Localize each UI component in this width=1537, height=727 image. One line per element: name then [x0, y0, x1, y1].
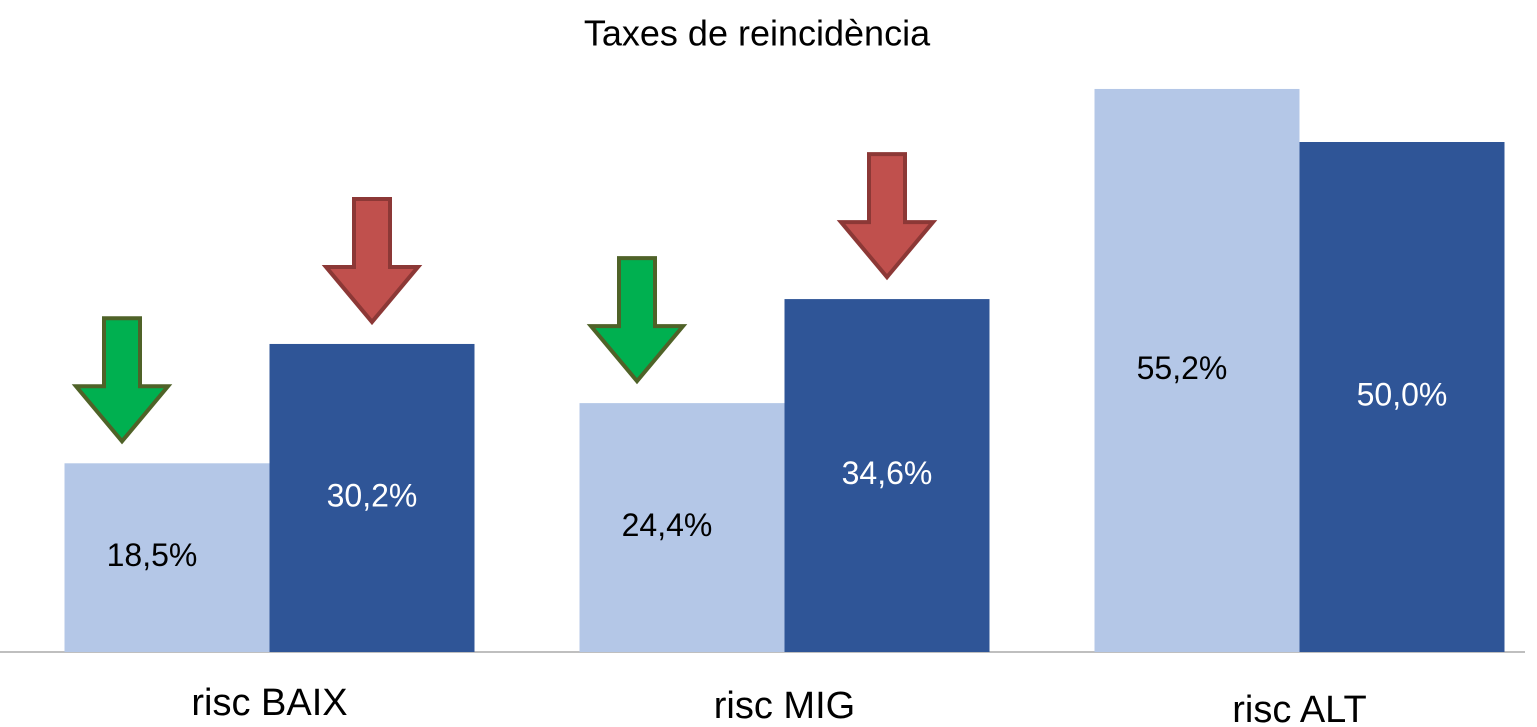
bar [784, 299, 990, 652]
x-tick-label: risc MIG [714, 685, 855, 727]
x-tick-label: risc ALT [1232, 689, 1366, 727]
value-label: 34,6% [842, 455, 933, 491]
bar [1094, 88, 1300, 652]
arrow [586, 256, 688, 385]
value-label: 50,0% [1357, 376, 1448, 412]
arrow [321, 196, 423, 326]
arrow [836, 152, 938, 281]
bar [269, 343, 475, 652]
value-label: 30,2% [327, 477, 418, 513]
bar [1299, 142, 1505, 652]
bar [579, 403, 785, 652]
bar [64, 463, 270, 652]
value-label: 18,5% [107, 537, 198, 573]
chart-title: Taxes de reincidència [584, 13, 931, 54]
value-label: 24,4% [622, 507, 713, 543]
value-label: 55,2% [1137, 350, 1228, 386]
arrow [71, 316, 173, 445]
x-tick-label: risc BAIX [191, 682, 347, 724]
